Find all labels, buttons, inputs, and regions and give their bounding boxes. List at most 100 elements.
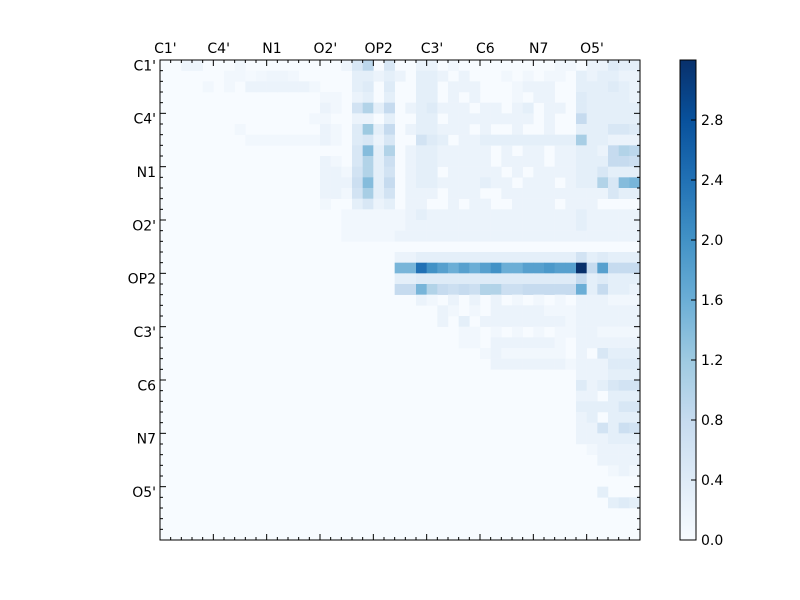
heatmap-cell — [608, 390, 619, 402]
x-axis-labels: C1' C4' N1 O2' OP2 C3' C6 N7 O5' — [154, 41, 604, 57]
heatmap-cell — [373, 134, 385, 146]
heatmap-cell — [533, 166, 545, 178]
heatmap-cell — [437, 220, 449, 231]
heatmap-cell — [522, 70, 534, 82]
heatmap-cell — [512, 188, 523, 199]
heatmap-cell — [352, 134, 363, 146]
heatmap-cell — [416, 198, 427, 210]
x-tick-label: C4' — [207, 41, 230, 57]
y-axis-labels: C1' C4' N1 O2' OP2 C3' C6 N7 O5' — [128, 58, 156, 501]
heatmap-cell — [554, 348, 566, 359]
heatmap-cell — [608, 262, 619, 274]
heatmap-cell — [608, 348, 619, 359]
heatmap-cell — [629, 454, 641, 466]
heatmap-cell — [426, 145, 438, 157]
heatmap-cell — [469, 134, 481, 146]
heatmap-cell — [576, 380, 587, 391]
heatmap-cell — [576, 124, 587, 135]
heatmap-cell — [448, 102, 459, 114]
heatmap-cell — [373, 188, 385, 199]
heatmap-cell — [629, 465, 641, 477]
heatmap-cell — [522, 198, 534, 210]
heatmap-cell — [416, 60, 427, 71]
heatmap-cell — [544, 337, 555, 349]
heatmap-cell — [576, 262, 587, 274]
heatmap-cell — [629, 81, 641, 93]
heatmap-cell — [426, 177, 438, 189]
heatmap-cell — [426, 92, 438, 103]
heatmap-cell — [576, 188, 587, 199]
heatmap-cell — [352, 113, 363, 125]
heatmap-cell — [405, 188, 417, 199]
heatmap-cell — [426, 220, 438, 231]
heatmap-cell — [544, 348, 555, 359]
heatmap-cell — [554, 134, 566, 146]
heatmap-cell — [448, 252, 459, 263]
heatmap-cell — [405, 220, 417, 231]
heatmap-cell — [501, 316, 513, 327]
heatmap-cell — [437, 305, 449, 317]
heatmap-cell — [533, 198, 545, 210]
heatmap-cell — [448, 60, 459, 71]
heatmap-cell — [533, 92, 545, 103]
heatmap-cell — [576, 134, 587, 146]
heatmap-cell — [362, 188, 374, 199]
heatmap-cell — [576, 305, 587, 317]
heatmap-cell — [469, 337, 481, 349]
heatmap-cell — [618, 369, 630, 381]
heatmap-cell — [512, 124, 523, 135]
heatmap-cell — [181, 60, 193, 71]
heatmap-cell — [469, 220, 481, 231]
heatmap-cell — [629, 166, 641, 178]
heatmap-cell — [576, 220, 587, 231]
heatmap-cell — [458, 252, 470, 263]
heatmap-cell — [480, 284, 491, 295]
heatmap-cell — [437, 145, 449, 157]
heatmap-cell — [352, 60, 363, 71]
heatmap-cell — [565, 252, 577, 263]
heatmap-cell — [352, 124, 363, 135]
heatmap-cell — [576, 326, 587, 338]
heatmap-cell — [608, 60, 619, 71]
heatmap-cell — [608, 401, 619, 413]
heatmap-cell — [533, 348, 545, 359]
heatmap-cell — [394, 70, 406, 82]
heatmap-cell — [629, 177, 641, 189]
heatmap-cell — [512, 284, 523, 295]
heatmap-cell — [416, 156, 427, 167]
heatmap-cell — [352, 70, 363, 82]
heatmap-cell — [586, 209, 598, 221]
heatmap-cell — [533, 358, 545, 370]
heatmap-cell — [554, 220, 566, 231]
heatmap-cell — [565, 284, 577, 295]
heatmap-cell — [522, 156, 534, 167]
heatmap-cell — [384, 198, 395, 210]
heatmap-cell — [426, 134, 438, 146]
heatmap-cell — [469, 262, 481, 274]
plot-frame — [159, 59, 641, 541]
heatmap-cell — [437, 209, 449, 221]
heatmap-cell — [533, 262, 545, 274]
heatmap-cell — [480, 113, 491, 125]
heatmap-cell — [426, 156, 438, 167]
heatmap-cell — [469, 92, 481, 103]
heatmap-cell — [480, 166, 491, 178]
heatmap-cell — [362, 220, 374, 231]
heatmap-cell — [576, 433, 587, 445]
heatmap-cell — [544, 81, 555, 93]
heatmap-cell — [501, 134, 513, 146]
heatmap-cell — [608, 284, 619, 295]
heatmap-cell — [458, 337, 470, 349]
heatmap-cell — [384, 92, 395, 103]
heatmap-cell — [597, 113, 609, 125]
heatmap-cell — [544, 358, 555, 370]
heatmap-cell — [373, 156, 385, 167]
heatmap-cell — [426, 230, 438, 242]
heatmap-cell — [618, 166, 630, 178]
heatmap-cell — [458, 166, 470, 178]
heatmap-cell — [544, 230, 555, 242]
heatmap-cell — [597, 305, 609, 317]
heatmap-cell — [405, 198, 417, 210]
heatmap-cell — [618, 81, 630, 93]
heatmap-cell — [586, 380, 598, 391]
